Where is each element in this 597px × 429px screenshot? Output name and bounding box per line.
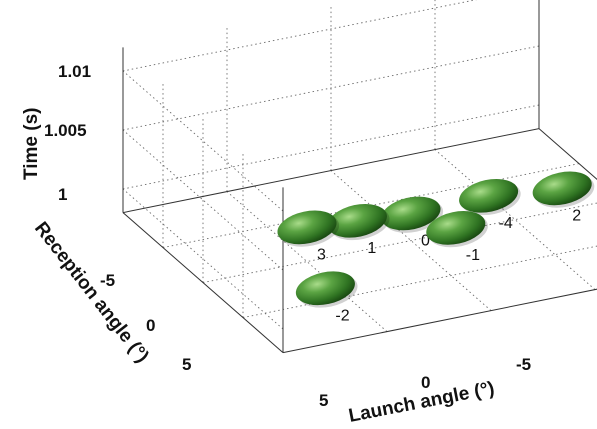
point-label: -1 <box>466 247 480 264</box>
y-tick-label: -5 <box>100 271 115 290</box>
wall-gridline <box>122 104 540 190</box>
marker-ellipsoid <box>277 210 337 245</box>
x-tick-label: 5 <box>319 391 328 410</box>
y-tick-label: 5 <box>182 355 191 374</box>
z-tick-label: 1.005 <box>44 121 87 140</box>
wall-gridline <box>122 0 477 72</box>
data-point--2: -2 <box>295 271 358 324</box>
axis-box <box>122 0 597 354</box>
marker-ellipsoid <box>295 271 355 306</box>
z-axis-ticks: 1 1.005 1.01 <box>44 62 91 204</box>
y-tick-label: 0 <box>146 316 155 335</box>
floor-edge <box>122 128 540 214</box>
data-point-0: 0 <box>381 196 444 249</box>
floor-edge <box>538 128 597 181</box>
data-point-1: 1 <box>327 203 390 257</box>
point-label: 3 <box>317 246 326 263</box>
grid-lines <box>122 0 597 332</box>
z-tick-label: 1 <box>58 185 67 204</box>
data-point--4: -4 <box>459 178 521 232</box>
data-point-2: 2 <box>532 171 595 224</box>
point-label: -2 <box>335 307 349 324</box>
marker-ellipsoid <box>459 178 519 213</box>
z-tick-label: 1.01 <box>58 62 91 81</box>
x-tick-label: -5 <box>516 355 531 374</box>
marker-ellipsoid <box>426 211 486 245</box>
marker-ellipsoid <box>327 203 387 238</box>
marker-ellipsoid <box>532 171 592 206</box>
floor-gridline <box>242 245 597 319</box>
x-axis-ticks: 5 0 -5 <box>319 355 531 410</box>
z-axis-title: Time (s) <box>21 107 42 180</box>
y-axis-ticks: -5 0 5 <box>100 271 191 374</box>
y-axis-line <box>122 212 284 353</box>
point-label: -4 <box>499 215 513 232</box>
data-point--1: -1 <box>426 211 488 264</box>
wall-gridline <box>122 45 540 131</box>
point-label: 0 <box>421 232 430 249</box>
point-label: 1 <box>367 240 376 257</box>
floor-gridline <box>202 202 597 284</box>
x-tick-label: 0 <box>421 373 430 392</box>
x-axis-line <box>282 288 597 354</box>
data-point-3: 3 <box>277 210 340 263</box>
y-axis-title: Reception angle (°) <box>30 218 153 367</box>
point-label: 2 <box>572 207 581 224</box>
marker-ellipsoid <box>381 196 441 231</box>
wall-gridline <box>122 70 284 212</box>
